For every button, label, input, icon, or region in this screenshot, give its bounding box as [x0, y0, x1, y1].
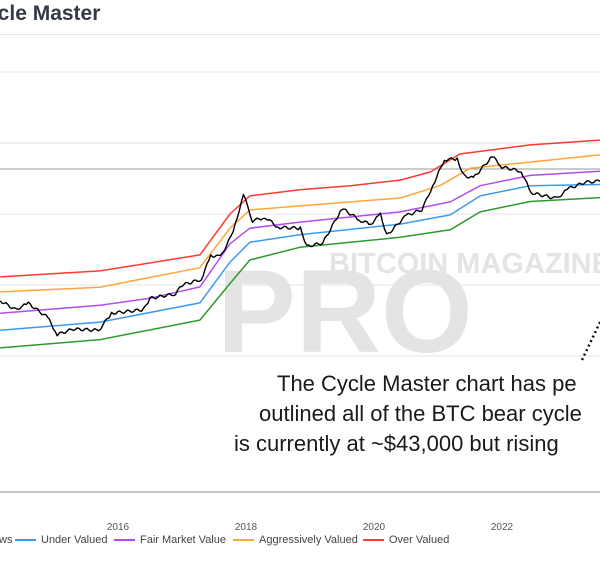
- legend-item-under-valued[interactable]: Under Valued: [15, 534, 107, 546]
- annotation-box: [0, 358, 600, 491]
- legend-swatch: [363, 539, 384, 541]
- series-line-btc-price: [0, 156, 600, 337]
- series-line-under-valued: [0, 183, 600, 332]
- x-tick-2020: 2020: [362, 522, 386, 533]
- x-tick-2018: 2018: [234, 522, 258, 533]
- annotation-line-2: outlined all of the BTC bear cycle: [259, 401, 582, 426]
- legend-item-over-valued[interactable]: Over Valued: [363, 534, 449, 546]
- header-divider: [0, 34, 600, 35]
- legend-item-fair-market-value[interactable]: Fair Market Value: [114, 534, 226, 546]
- chart-title: ycle Master: [0, 2, 101, 25]
- legend-item-aggressively-valued[interactable]: Aggressively Valued: [233, 534, 358, 546]
- legend-item-lows[interactable]: ws: [0, 534, 13, 546]
- legend-swatch: [233, 539, 254, 541]
- watermark-top: BITCOIN MAGAZINE: [329, 248, 600, 280]
- series-line-over-valued: [0, 139, 600, 278]
- x-tick-2016: 2016: [106, 522, 130, 533]
- legend-swatch: [15, 539, 36, 541]
- x-tick-2022: 2022: [490, 522, 514, 533]
- watermark: BITCOIN MAGAZINE PRO: [217, 246, 600, 378]
- annotation-arrow: [580, 319, 600, 361]
- legend-swatch: [114, 539, 135, 541]
- watermark-main: PRO: [217, 246, 473, 378]
- annotation-line-3: is currently at ~$43,000 but rising: [234, 431, 559, 456]
- series-line-aggressively-valued: [0, 154, 600, 293]
- legend: ws Under Valued Fair Market Value Aggres…: [0, 534, 600, 550]
- annotation-line-1: The Cycle Master chart has pe: [277, 371, 577, 396]
- series-line-ws: [0, 196, 600, 349]
